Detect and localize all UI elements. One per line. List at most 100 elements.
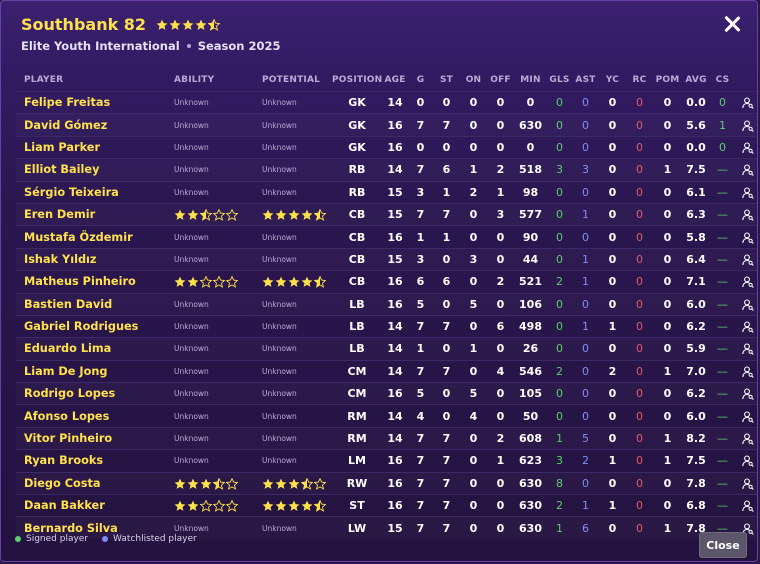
player-name-link[interactable]: Ishak Yıldız [16, 247, 166, 271]
clean-sheets-cell: — [710, 404, 735, 428]
yellow-cards-cell: 0 [599, 180, 626, 204]
person-search-icon [741, 299, 754, 311]
table-row[interactable]: Elliot Bailey Unknown Unknown RB 14 7 6 1 2 518 3 3… [16, 158, 757, 182]
table-row[interactable]: Eren Demir CB 15 7 7 0 3 577 0 1 0 0 0 6.3— [16, 202, 757, 226]
player-name-link[interactable]: Felipe Freitas [16, 90, 166, 114]
view-player-button[interactable] [735, 404, 757, 428]
column-header-player[interactable]: PLAYER [24, 75, 64, 85]
pom-cell: 0 [653, 404, 682, 428]
table-row[interactable]: Vitor Pinheiro Unknown Unknown RM 14 7 7 0 2 608 1… [16, 426, 757, 450]
close-icon[interactable] [721, 13, 743, 35]
column-header-pom[interactable]: POM [655, 75, 680, 85]
games-cell: 3 [408, 180, 433, 204]
view-player-button[interactable] [735, 113, 757, 137]
column-header-cs[interactable]: CS [715, 75, 730, 85]
table-row[interactable]: Eduardo Lima Unknown Unknown LB 14 1 0 1 0 26 0 0 0 0… [16, 337, 757, 361]
view-player-button[interactable] [735, 90, 757, 114]
view-player-button[interactable] [735, 202, 757, 226]
table-row[interactable]: Diego Costa RW 16 7 7 0 0 630 8 0 0 0 0 7.8— [16, 471, 757, 495]
sub-on-cell: 0 [460, 135, 487, 159]
close-button[interactable]: Close [699, 532, 747, 558]
player-name-link[interactable]: Matheus Pinheiro [16, 270, 166, 294]
clean-sheets-cell: — [710, 382, 735, 405]
table-row[interactable]: Gabriel Rodrigues Unknown Unknown LB 14 7 7 0 6 4… [16, 314, 757, 338]
player-name-link[interactable]: Liam Parker [16, 135, 166, 159]
starts-cell: 7 [433, 449, 460, 473]
player-name-link[interactable]: Elliot Bailey [16, 158, 166, 182]
sub-on-cell: 0 [460, 113, 487, 137]
table-row[interactable]: Ishak Yıldız Unknown Unknown CB 15 3 0 3 0 44 0 1 0 0… [16, 247, 757, 271]
table-row[interactable]: Daan Bakker ST 16 7 7 0 0 630 2 1 1 0 0 6.8— [16, 494, 757, 517]
player-name-link[interactable]: Rodrigo Lopes [16, 382, 166, 405]
view-player-button[interactable] [735, 225, 757, 249]
column-header-on[interactable]: ON [465, 75, 482, 85]
view-player-button[interactable] [735, 449, 757, 473]
view-player-button[interactable] [735, 270, 757, 294]
column-header-min[interactable]: MIN [520, 75, 541, 85]
column-header-age[interactable]: AGE [384, 75, 406, 85]
player-name-link[interactable]: Eduardo Lima [16, 337, 166, 361]
age-cell: 16 [382, 471, 408, 495]
table-row[interactable]: David Gómez Unknown Unknown GK 16 7 7 0 0 630 0 0 0 0… [16, 113, 757, 137]
clean-sheets-cell: — [710, 292, 735, 316]
player-name-link[interactable]: Afonso Lopes [16, 404, 166, 428]
view-player-button[interactable] [735, 314, 757, 338]
player-name-link[interactable]: David Gómez [16, 113, 166, 137]
sub-off-cell: 6 [487, 314, 514, 338]
table-row[interactable]: Ryan Brooks Unknown Unknown LM 16 7 7 0 1 623 3 2 1 0… [16, 449, 757, 473]
goals-cell: 0 [547, 292, 572, 316]
table-row[interactable]: Felipe Freitas Unknown Unknown GK 14 0 0 0 0 0 0 0 0… [16, 90, 757, 114]
player-name-link[interactable]: Bernardo Silva [16, 516, 166, 539]
table-row[interactable]: Liam De Jong Unknown Unknown CM 14 7 7 0 4 546 2 0 2… [16, 359, 757, 383]
view-player-button[interactable] [735, 337, 757, 361]
column-header-st[interactable]: ST [439, 75, 454, 85]
clean-sheets-cell: — [710, 314, 735, 338]
table-row[interactable]: Matheus Pinheiro CB 16 6 6 0 2 521 2 1 0 0 0 7.1— [16, 270, 757, 294]
player-name-link[interactable]: Sérgio Teixeira [16, 180, 166, 204]
goals-cell: 0 [547, 113, 572, 137]
player-name-link[interactable]: Mustafa Özdemir [16, 225, 166, 249]
table-row[interactable]: Liam Parker Unknown Unknown GK 16 0 0 0 0 0 0 0 0 0 0 0… [16, 135, 757, 159]
assists-cell: 1 [572, 494, 599, 517]
view-player-button[interactable] [735, 494, 757, 517]
player-name-link[interactable]: Bastien David [16, 292, 166, 316]
view-player-button[interactable] [735, 158, 757, 182]
player-name-link[interactable]: Vitor Pinheiro [16, 426, 166, 450]
table-row[interactable]: Bastien David Unknown Unknown LB 16 5 0 5 0 106 0 0… [16, 292, 757, 316]
column-header-position[interactable]: POSITION [332, 75, 383, 85]
view-player-button[interactable] [735, 292, 757, 316]
table-row[interactable]: Bernardo Silva Unknown Unknown LW 15 7 7 0 0 630 1… [16, 516, 757, 539]
view-player-button[interactable] [735, 135, 757, 159]
team-rating-stars [156, 18, 221, 31]
view-player-button[interactable] [735, 426, 757, 450]
player-name-link[interactable]: Gabriel Rodrigues [16, 314, 166, 338]
player-name-link[interactable]: Liam De Jong [16, 359, 166, 383]
column-header-off[interactable]: OFF [490, 75, 511, 85]
table-row[interactable]: Sérgio Teixeira Unknown Unknown RB 15 3 1 2 1 98 0… [16, 180, 757, 204]
potential-value: Unknown [254, 337, 332, 361]
column-header-gls[interactable]: GLS [549, 75, 570, 85]
player-name-link[interactable]: Ryan Brooks [16, 449, 166, 473]
column-header-avg[interactable]: AVG [685, 75, 707, 85]
view-player-button[interactable] [735, 247, 757, 271]
column-header-g[interactable]: G [416, 75, 425, 85]
column-header-ability[interactable]: ABILITY [174, 75, 215, 85]
view-player-button[interactable] [735, 180, 757, 204]
player-name-link[interactable]: Diego Costa [16, 471, 166, 495]
table-row[interactable]: Rodrigo Lopes Unknown Unknown CM 16 5 0 5 0 105 0 0… [16, 382, 757, 405]
view-player-button[interactable] [735, 471, 757, 495]
column-header-yc[interactable]: YC [605, 75, 620, 85]
ability-value: Unknown [166, 516, 254, 539]
table-row[interactable]: Mustafa Özdemir Unknown Unknown CB 16 1 1 0 0 90 0… [16, 225, 757, 249]
goals-cell: 2 [547, 359, 572, 383]
column-header-ast[interactable]: AST [575, 75, 596, 85]
column-header-rc[interactable]: RC [632, 75, 647, 85]
column-header-potential[interactable]: POTENTIAL [262, 75, 321, 85]
squad-table-wrap: PLAYER ABILITY POTENTIAL POSITION AGE G ST ON OF… [16, 69, 757, 539]
view-player-button[interactable] [735, 382, 757, 405]
player-name-link[interactable]: Eren Demir [16, 202, 166, 226]
star-icon [314, 477, 326, 490]
table-row[interactable]: Afonso Lopes Unknown Unknown RM 14 4 0 4 0 50 0 0 0 0… [16, 404, 757, 428]
player-name-link[interactable]: Daan Bakker [16, 494, 166, 517]
view-player-button[interactable] [735, 359, 757, 383]
